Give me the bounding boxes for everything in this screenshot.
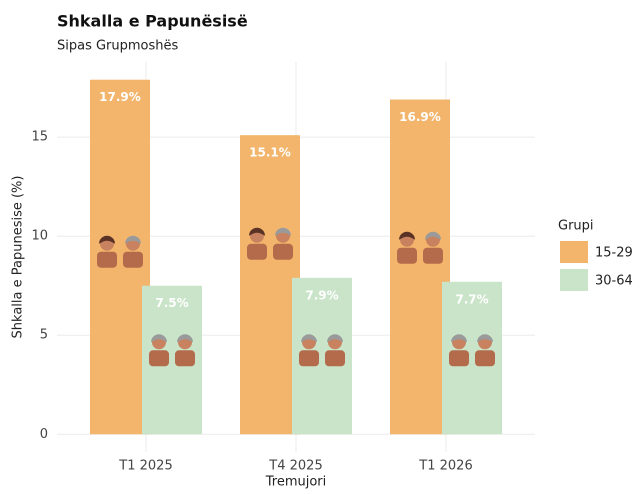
chart-subtitle: Sipas Grupmoshës: [57, 39, 179, 54]
icon-hair: [477, 334, 493, 343]
x-tick-label: T1 2025: [118, 459, 172, 474]
icon-body: [325, 350, 345, 367]
icon-hair: [399, 231, 415, 240]
value-label: 16.9%: [399, 110, 441, 124]
icon-hair: [275, 227, 291, 236]
icon-hair: [125, 235, 141, 244]
legend-label: 15-29: [595, 246, 633, 261]
icon-body: [423, 247, 443, 264]
value-label: 7.5%: [155, 296, 188, 310]
bar: [240, 135, 300, 435]
legend-label: 30-64: [595, 274, 633, 289]
icon-hair: [177, 334, 193, 343]
x-tick-label: T4 2025: [268, 459, 322, 474]
icon-body: [273, 243, 293, 260]
icon-body: [449, 350, 469, 367]
legend-swatch: [560, 269, 588, 291]
value-label: 17.9%: [99, 90, 141, 104]
icon-hair: [249, 227, 265, 236]
value-label: 15.1%: [249, 146, 291, 160]
y-tick-label: 0: [40, 427, 48, 442]
x-tick-label: T1 2026: [418, 459, 472, 474]
icon-body: [175, 350, 195, 367]
people-icon: [97, 235, 143, 268]
icon-body: [475, 350, 495, 367]
people-icon: [397, 231, 443, 264]
legend-title: Grupi: [558, 219, 594, 234]
x-axis-title: Tremujori: [265, 475, 327, 490]
legend-swatch: [560, 241, 588, 263]
y-tick-label: 15: [31, 130, 48, 145]
icon-body: [397, 247, 417, 264]
icon-body: [123, 251, 143, 268]
y-tick-label: 5: [40, 328, 48, 343]
icon-body: [97, 251, 117, 268]
people-icon: [449, 334, 495, 367]
icon-hair: [327, 334, 343, 343]
icon-hair: [451, 334, 467, 343]
icon-hair: [151, 334, 167, 343]
value-label: 7.9%: [305, 288, 338, 302]
icon-hair: [425, 231, 441, 240]
icon-body: [247, 243, 267, 260]
people-icon: [299, 334, 345, 367]
icon-hair: [301, 334, 317, 343]
y-axis-title: Shkalla e Papunesise (%): [11, 176, 26, 339]
y-tick-label: 10: [31, 229, 48, 244]
people-icon: [149, 334, 195, 367]
people-icon: [247, 227, 293, 260]
bar: [390, 99, 450, 435]
icon-body: [299, 350, 319, 367]
icon-hair: [99, 235, 115, 244]
chart-title: Shkalla e Papunësisë: [57, 12, 248, 31]
value-label: 7.7%: [455, 292, 488, 306]
icon-body: [149, 350, 169, 367]
